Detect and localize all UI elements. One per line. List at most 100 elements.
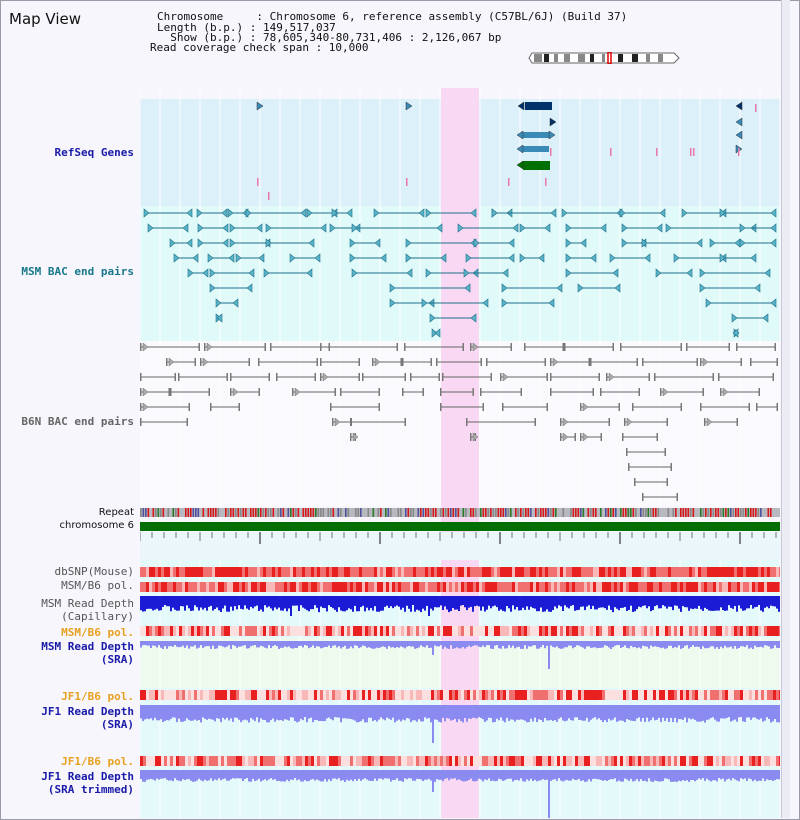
genome-track-panel[interactable] [140, 88, 780, 818]
depth-bar [356, 770, 358, 781]
depth-bar [684, 641, 686, 646]
heatmap-cell [158, 567, 161, 577]
heatmap-cell [353, 582, 356, 592]
track-label-repeat[interactable]: Repeat [98, 507, 134, 518]
track-label-dbsnp[interactable]: dbSNP(Mouse) [54, 565, 134, 578]
track-label-jf1-read-depth[interactable]: JF1 Read Depth [41, 705, 134, 718]
depth-bar [352, 641, 354, 649]
depth-bar [644, 641, 646, 647]
depth-bar [472, 641, 474, 646]
repeat-element [262, 508, 265, 517]
track-label-refseq[interactable]: RefSeq Genes [54, 146, 134, 159]
depth-bar [358, 596, 360, 612]
heatmap-cell [269, 626, 272, 636]
depth-bar [662, 641, 664, 648]
heatmap-cell [626, 756, 629, 766]
heatmap-cell [269, 756, 272, 766]
track-label-msm-bac[interactable]: MSM BAC end pairs [21, 265, 134, 278]
depth-bar [182, 705, 184, 722]
repeat-bar [140, 508, 780, 517]
heatmap-cell [506, 756, 509, 766]
track-label-msm-b6-pol-2[interactable]: MSM/B6 pol. [61, 626, 134, 639]
bac-end-arrow [580, 238, 587, 248]
right-scroll-strip[interactable] [781, 0, 790, 818]
depth-bar [160, 596, 162, 611]
depth-bar [670, 596, 672, 607]
heatmap-cell [263, 626, 266, 636]
depth-bar [406, 596, 408, 606]
depth-bar [508, 641, 510, 646]
heatmap-cell [164, 582, 167, 592]
repeat-element [245, 508, 247, 517]
heatmap-cell [194, 626, 197, 636]
heatmap-cell [203, 690, 206, 700]
chromosome-ideogram[interactable] [528, 52, 684, 64]
track-label-jf1-b6-pol[interactable]: JF1/B6 pol. [61, 690, 134, 703]
bac-end-arrow [577, 283, 584, 293]
track-label-jf1-read-depth-2[interactable]: JF1 Read Depth [41, 770, 134, 783]
depth-bar [276, 705, 278, 720]
heatmap-cell [338, 582, 341, 592]
heatmap-cell [554, 690, 557, 700]
heatmap-cell [143, 690, 146, 700]
bac-end-arrow [556, 283, 563, 293]
depth-bar [288, 641, 290, 647]
track-label-msm-read-depth[interactable]: MSM Read Depth [41, 597, 134, 610]
heatmap-cell [455, 626, 458, 636]
bac-end-arrow [173, 253, 180, 263]
heatmap-cell [488, 756, 491, 766]
depth-bar [294, 641, 296, 648]
heatmap-cell [671, 690, 674, 700]
heatmap-cell [245, 690, 248, 700]
depth-bar [692, 596, 694, 610]
depth-bar [482, 770, 484, 782]
track-label-chromosome[interactable]: chromosome 6 [59, 520, 134, 531]
depth-bar [332, 596, 334, 609]
heatmap-cell [737, 582, 740, 592]
heatmap-cell [191, 690, 194, 700]
b6n-end [174, 373, 176, 381]
depth-bar [514, 641, 516, 649]
depth-bar [288, 705, 290, 721]
depth-bar [228, 770, 230, 781]
heatmap-cell [686, 690, 689, 700]
b6n-end [598, 373, 600, 381]
track-label-b6n-bac[interactable]: B6N BAC end pairs [21, 415, 134, 428]
heatmap-cell [251, 756, 254, 766]
depth-bar [158, 705, 160, 721]
track-label-msm-b6-pol[interactable]: MSM/B6 pol. [61, 579, 134, 592]
heatmap-cell [347, 582, 350, 592]
heatmap-cell [629, 756, 632, 766]
depth-bar [198, 596, 200, 611]
depth-bar [574, 641, 576, 648]
b6n-end [564, 343, 566, 351]
depth-bar [616, 705, 618, 722]
depth-bar [600, 596, 602, 608]
repeat-element [507, 508, 510, 517]
bac-end-arrow [289, 253, 296, 263]
heatmap-cell [221, 567, 224, 577]
bac-end-arrow [739, 238, 746, 248]
depth-bar [470, 770, 472, 779]
depth-bar [272, 596, 274, 611]
depth-bar [148, 596, 150, 609]
heatmap-cell [713, 690, 716, 700]
depth-bar [152, 596, 154, 611]
depth-bar [364, 705, 366, 723]
depth-bar [776, 596, 778, 609]
track-label-msm-read-depth-sra[interactable]: MSM Read Depth [41, 640, 134, 653]
track-label-jf1-b6-pol-2[interactable]: JF1/B6 pol. [61, 755, 134, 768]
heatmap-cell [251, 626, 254, 636]
heatmap-cell [467, 690, 470, 700]
heatmap-cell [440, 756, 443, 766]
heatmap-cell [518, 567, 521, 577]
heatmap-cell [260, 582, 263, 592]
depth-bar [362, 705, 364, 720]
depth-bar [646, 641, 648, 647]
heatmap-cell [716, 690, 719, 700]
heatmap-cell [590, 582, 593, 592]
heatmap-cell [185, 690, 188, 700]
repeat-element [592, 508, 595, 517]
depth-bar [742, 596, 744, 611]
bac-end-arrow [508, 238, 515, 248]
